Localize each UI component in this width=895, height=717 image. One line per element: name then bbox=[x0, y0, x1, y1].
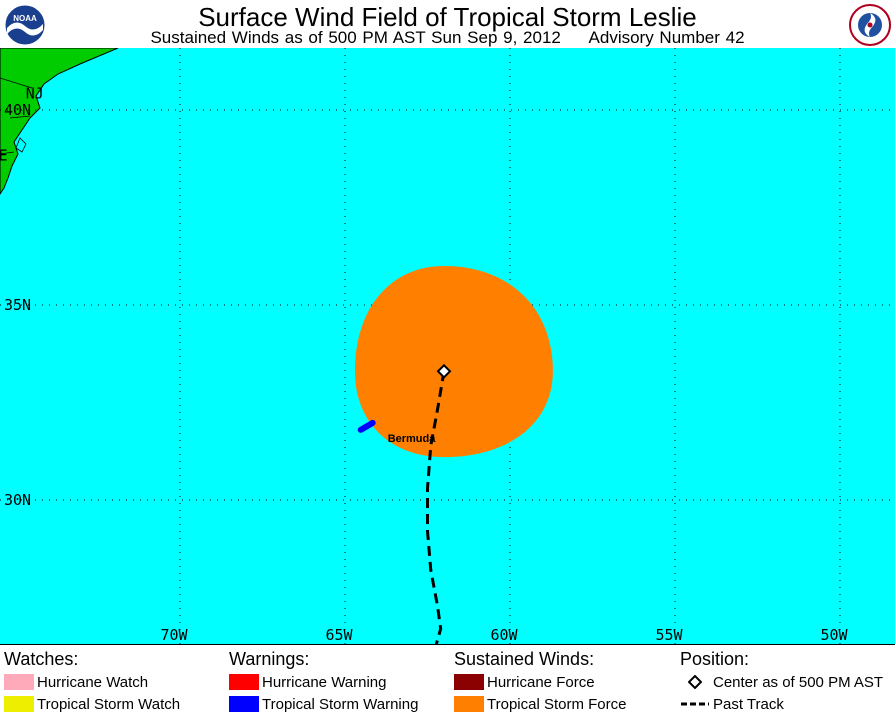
hurricane-warning-swatch bbox=[229, 674, 259, 690]
land-mass bbox=[0, 48, 119, 195]
map-canvas: 40N 35N 30N 70W 65W 60W 55W 50W NJ DE Bermuda bbox=[0, 48, 895, 644]
map-labels: 40N 35N 30N 70W 65W 60W 55W 50W NJ DE Bermuda bbox=[0, 84, 849, 644]
legend-item-hurricane-force: Hurricane Force bbox=[454, 671, 626, 693]
legend-label: Past Track bbox=[713, 695, 784, 713]
legend-warnings: Warnings: Hurricane Warning Tropical Sto… bbox=[229, 649, 418, 715]
legend-watches: Watches: Hurricane Watch Tropical Storm … bbox=[4, 649, 180, 715]
legend-label: Tropical Storm Warning bbox=[262, 695, 419, 713]
noaa-logo-icon: NOAA bbox=[4, 4, 46, 46]
map-subtitle: Sustained Winds as of 500 PM AST Sun Sep… bbox=[150, 28, 745, 47]
wind-field-map: 40N 35N 30N 70W 65W 60W 55W 50W NJ DE Bermuda bbox=[0, 48, 895, 644]
tropical-storm-force-wind-area bbox=[354, 266, 553, 458]
svg-text:NOAA: NOAA bbox=[13, 14, 37, 23]
legend-label: Hurricane Warning bbox=[262, 673, 387, 691]
state-border bbox=[0, 77, 33, 155]
storm-center-diamond bbox=[436, 363, 452, 379]
legend-item-tropical-storm-force: Tropical Storm Force bbox=[454, 693, 626, 715]
legend-label: Center as of 500 PM AST bbox=[713, 673, 884, 691]
tropical-storm-force-area bbox=[354, 266, 553, 458]
lon-tick-label: 65W bbox=[325, 626, 353, 644]
bermuda-warning-area bbox=[357, 419, 376, 433]
hurricane-force-swatch bbox=[454, 674, 484, 690]
state-label: DE bbox=[0, 147, 8, 165]
lon-tick-label: 50W bbox=[820, 626, 848, 644]
lat-tick-label: 40N bbox=[4, 101, 31, 119]
bermuda-label: Bermuda bbox=[388, 433, 437, 445]
bermuda-warning-mark bbox=[357, 419, 376, 433]
legend-label: Hurricane Force bbox=[487, 673, 595, 691]
storm-center-marker bbox=[436, 363, 452, 379]
legend-item-center: Center as of 500 PM AST bbox=[680, 671, 883, 693]
legend-label: Tropical Storm Watch bbox=[37, 695, 181, 713]
delaware-bay bbox=[15, 137, 27, 153]
lon-tick-label: 55W bbox=[655, 626, 683, 644]
state-label: NJ bbox=[26, 84, 44, 102]
legend-winds: Sustained Winds: Hurricane Force Tropica… bbox=[454, 649, 626, 715]
legend-winds-heading: Sustained Winds: bbox=[454, 649, 595, 669]
lon-tick-label: 70W bbox=[160, 626, 188, 644]
lon-tick-label: 60W bbox=[490, 626, 518, 644]
legend-label: Hurricane Watch bbox=[37, 673, 149, 691]
legend-item-hurricane-warning: Hurricane Warning bbox=[229, 671, 418, 693]
lat-tick-label: 35N bbox=[4, 296, 31, 314]
nws-logo-icon bbox=[849, 4, 891, 46]
map-title: Surface Wind Field of Tropical Storm Les… bbox=[198, 2, 697, 32]
hurricane-watch-swatch bbox=[4, 674, 34, 690]
us-east-coast-land bbox=[0, 48, 119, 195]
legend-watches-heading: Watches: bbox=[4, 649, 79, 669]
legend-item-tropical-storm-warning: Tropical Storm Warning bbox=[229, 693, 418, 715]
center-diamond-icon bbox=[680, 674, 710, 690]
tropical-storm-warning-swatch bbox=[229, 696, 259, 712]
legend: Watches: Hurricane Watch Tropical Storm … bbox=[0, 644, 895, 717]
tropical-storm-force-swatch bbox=[454, 696, 484, 712]
legend-warnings-heading: Warnings: bbox=[229, 649, 310, 669]
legend-position-heading: Position: bbox=[680, 649, 750, 669]
header: NOAA Surface Wind Field of Tropical Stor… bbox=[0, 0, 895, 48]
tropical-storm-watch-swatch bbox=[4, 696, 34, 712]
legend-position: Position: Center as of 500 PM AST Past T… bbox=[680, 649, 883, 715]
legend-item-tropical-storm-watch: Tropical Storm Watch bbox=[4, 693, 180, 715]
legend-label: Tropical Storm Force bbox=[487, 695, 627, 713]
legend-item-past-track: Past Track bbox=[680, 693, 883, 715]
lat-tick-label: 30N bbox=[4, 491, 31, 509]
past-track-dash-icon bbox=[680, 696, 710, 712]
legend-item-hurricane-watch: Hurricane Watch bbox=[4, 671, 180, 693]
past-track-line bbox=[426, 371, 446, 644]
past-track-polyline bbox=[426, 371, 446, 644]
